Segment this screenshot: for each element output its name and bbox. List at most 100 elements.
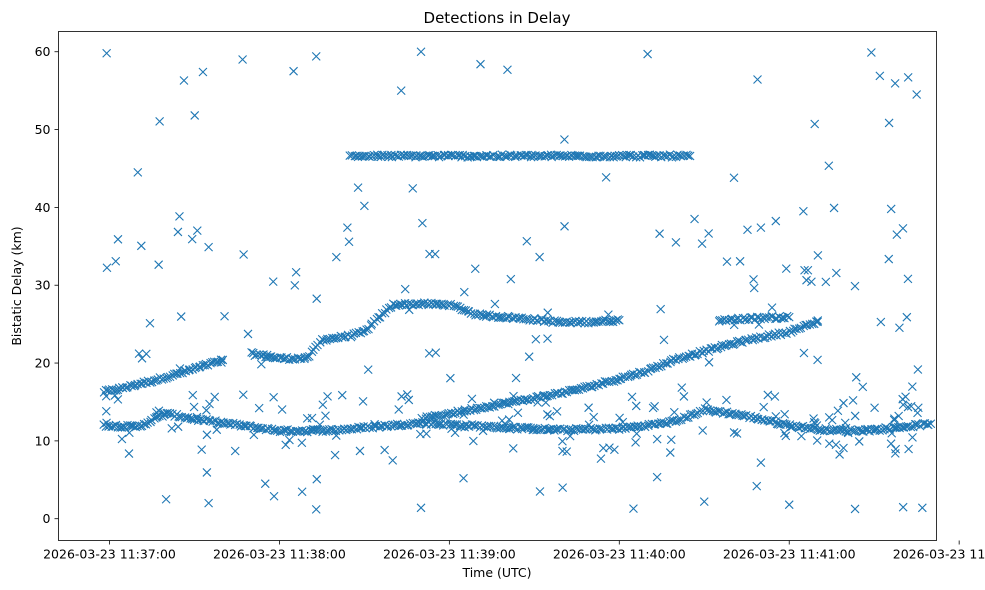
data-point [574, 317, 584, 326]
data-point [876, 317, 886, 327]
data-point [813, 355, 822, 365]
data-point [802, 275, 811, 285]
data-point [114, 383, 124, 393]
data-point [424, 150, 434, 160]
data-point [736, 337, 745, 347]
data-point [289, 66, 298, 76]
data-point [130, 380, 140, 390]
data-point [782, 311, 792, 321]
data-point [810, 119, 820, 129]
data-point [533, 397, 543, 407]
data-point [843, 428, 853, 438]
data-point [307, 413, 317, 423]
data-point [780, 409, 790, 419]
data-point [419, 298, 429, 308]
data-point [102, 48, 112, 58]
data-point [467, 394, 477, 404]
data-point [511, 373, 521, 383]
data-point [732, 429, 742, 438]
data-point [917, 503, 927, 513]
data-point [249, 430, 259, 440]
data-point [913, 403, 923, 413]
data-point [840, 418, 850, 428]
data-point [192, 414, 202, 424]
data-point [370, 419, 380, 429]
data-point [543, 308, 553, 318]
data-point [124, 449, 134, 458]
data-point [459, 287, 469, 297]
data-point [698, 426, 708, 435]
data-point [605, 152, 615, 162]
data-point [610, 445, 619, 455]
data-point [402, 390, 412, 399]
data-point [297, 438, 307, 448]
data-point [676, 151, 686, 161]
data-point [343, 223, 352, 233]
y-tick-label: 10 [35, 433, 51, 448]
data-point [470, 264, 480, 274]
data-point [525, 315, 534, 325]
data-point [445, 373, 455, 383]
data-point [627, 392, 637, 402]
data-point [756, 223, 766, 233]
data-point [311, 52, 321, 61]
data-point [589, 412, 599, 422]
data-point [831, 268, 841, 278]
data-point [542, 410, 552, 419]
data-point [269, 392, 279, 402]
data-point [478, 426, 488, 436]
data-point [155, 116, 165, 126]
data-point [220, 311, 229, 321]
data-point [357, 152, 367, 161]
data-point [681, 352, 691, 362]
data-point [652, 434, 662, 444]
data-point [601, 172, 611, 182]
data-point [303, 352, 312, 362]
data-point [891, 444, 901, 454]
data-point [315, 420, 325, 430]
data-point [470, 421, 480, 430]
data-point [217, 358, 226, 367]
data-point [504, 415, 514, 424]
data-point [552, 406, 562, 416]
data-point [396, 86, 406, 96]
data-point [596, 454, 606, 464]
data-point [344, 237, 354, 247]
data-point [277, 405, 287, 414]
data-point [522, 236, 532, 246]
data-point [923, 420, 933, 430]
data-point [824, 412, 834, 422]
data-point [629, 504, 638, 513]
data-point [728, 340, 738, 350]
data-point [461, 306, 471, 315]
data-point [506, 274, 516, 284]
data-point [518, 396, 528, 406]
data-point [482, 310, 492, 320]
data-point [839, 443, 848, 453]
data-point [102, 418, 111, 428]
data-point [304, 352, 314, 361]
data-point [416, 47, 426, 57]
data-point [295, 354, 305, 364]
data-point [312, 474, 322, 484]
data-point [128, 421, 138, 431]
data-point [434, 152, 444, 162]
data-point [413, 418, 423, 427]
data-point [359, 326, 369, 336]
data-point [841, 427, 851, 436]
data-point [192, 412, 202, 422]
data-point [489, 398, 499, 408]
data-point [468, 436, 478, 446]
data-point [393, 300, 403, 310]
data-point [926, 419, 936, 429]
data-point [565, 431, 575, 441]
data-point [230, 446, 240, 456]
data-point [477, 421, 487, 430]
data-point [117, 423, 127, 432]
data-point [318, 400, 328, 410]
data-point [189, 402, 199, 412]
y-tick-label: 30 [35, 278, 51, 293]
data-point [810, 419, 820, 428]
data-point [749, 275, 758, 284]
data-point [526, 395, 536, 405]
